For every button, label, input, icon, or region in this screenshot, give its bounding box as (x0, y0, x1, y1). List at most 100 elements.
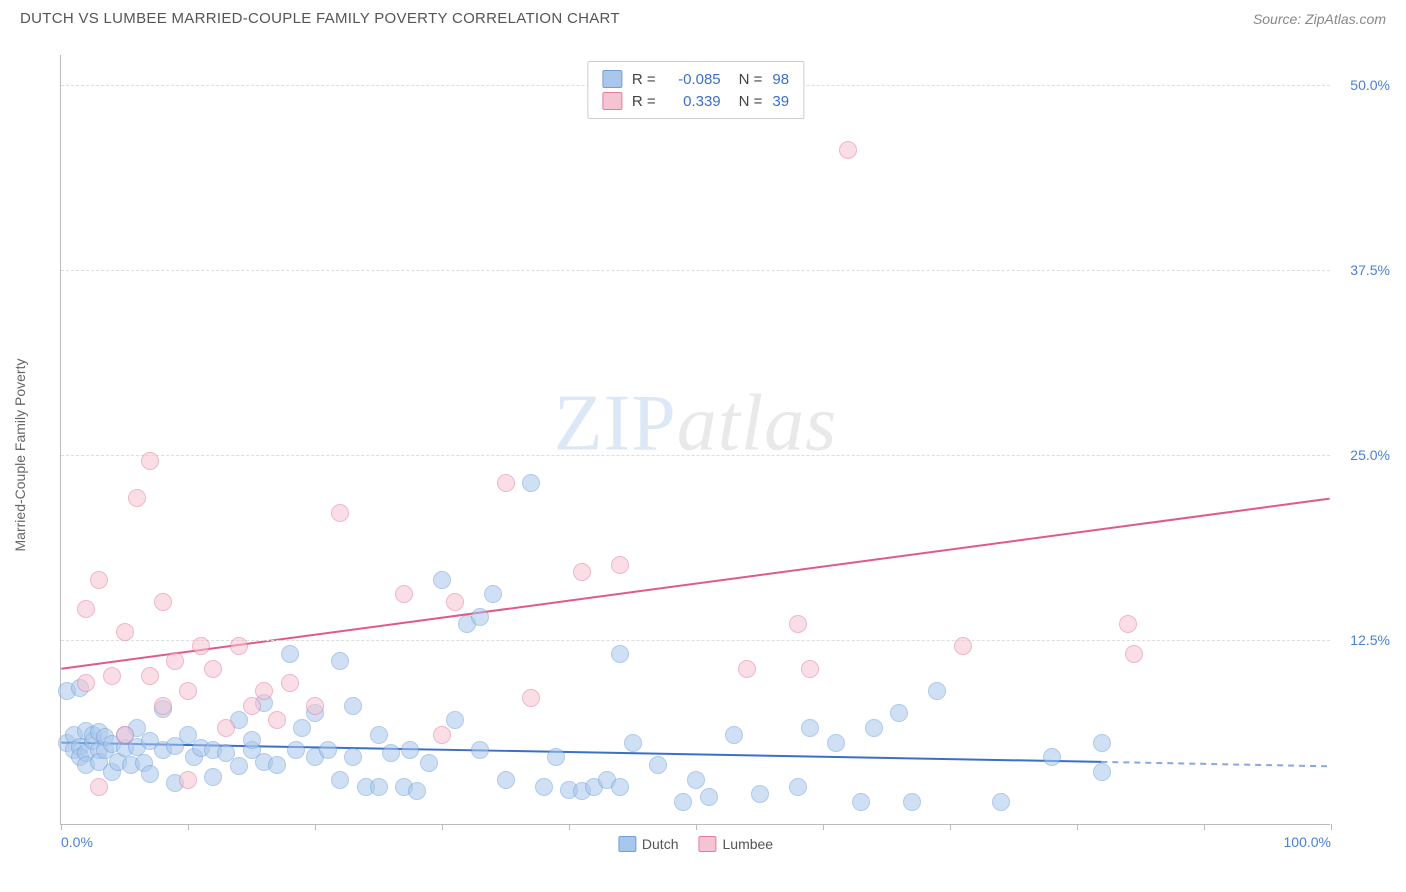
chart-container: Married-Couple Family Poverty ZIPatlas R… (50, 55, 1390, 855)
data-point (255, 682, 273, 700)
data-point (446, 593, 464, 611)
data-point (801, 719, 819, 737)
data-point (446, 711, 464, 729)
data-point (103, 667, 121, 685)
gridline (61, 640, 1330, 641)
gridline (61, 455, 1330, 456)
data-point (268, 756, 286, 774)
data-point (725, 726, 743, 744)
data-point (789, 615, 807, 633)
data-point (154, 697, 172, 715)
trend-line (61, 499, 1329, 669)
data-point (890, 704, 908, 722)
data-point (954, 637, 972, 655)
watermark: ZIPatlas (554, 379, 838, 470)
x-tick (188, 824, 189, 830)
data-point (573, 563, 591, 581)
data-point (243, 731, 261, 749)
x-tick (1204, 824, 1205, 830)
series-legend: Dutch Lumbee (618, 836, 773, 852)
x-tick (569, 824, 570, 830)
data-point (611, 778, 629, 796)
data-point (1093, 763, 1111, 781)
data-point (243, 697, 261, 715)
data-point (433, 571, 451, 589)
x-tick (950, 824, 951, 830)
data-point (90, 778, 108, 796)
data-point (281, 674, 299, 692)
data-point (839, 141, 857, 159)
legend-item: Lumbee (698, 836, 773, 852)
n-label: N = (739, 71, 763, 88)
r-label: R = (632, 71, 656, 88)
data-point (370, 726, 388, 744)
data-point (331, 771, 349, 789)
legend-row: R = 0.339 N = 39 (602, 90, 789, 112)
data-point (700, 788, 718, 806)
x-tick (61, 824, 62, 830)
data-point (344, 748, 362, 766)
data-point (928, 682, 946, 700)
data-point (293, 719, 311, 737)
data-point (484, 585, 502, 603)
data-point (370, 778, 388, 796)
n-label: N = (739, 93, 763, 110)
data-point (471, 741, 489, 759)
trend-line-extrapolated (1101, 762, 1329, 766)
data-point (281, 645, 299, 663)
y-tick-label: 12.5% (1335, 632, 1390, 648)
x-tick-label: 100.0% (1284, 834, 1331, 850)
data-point (547, 748, 565, 766)
data-point (433, 726, 451, 744)
data-point (992, 793, 1010, 811)
data-point (408, 782, 426, 800)
data-point (382, 744, 400, 762)
y-axis-label: Married-Couple Family Poverty (12, 359, 28, 552)
data-point (395, 585, 413, 603)
legend-item: Dutch (618, 836, 679, 852)
data-point (192, 637, 210, 655)
data-point (903, 793, 921, 811)
x-tick (696, 824, 697, 830)
data-point (789, 778, 807, 796)
data-point (624, 734, 642, 752)
x-tick-label: 0.0% (61, 834, 93, 850)
data-point (827, 734, 845, 752)
data-point (319, 741, 337, 759)
data-point (116, 623, 134, 641)
plot-area: ZIPatlas R = -0.085 N = 98 R = 0.339 N =… (60, 55, 1330, 825)
data-point (401, 741, 419, 759)
r-label: R = (632, 93, 656, 110)
x-tick (1077, 824, 1078, 830)
data-point (1119, 615, 1137, 633)
data-point (852, 793, 870, 811)
r-value: -0.085 (666, 71, 721, 88)
correlation-legend: R = -0.085 N = 98 R = 0.339 N = 39 (587, 61, 804, 119)
data-point (90, 571, 108, 589)
data-point (77, 600, 95, 618)
data-point (522, 689, 540, 707)
x-tick (823, 824, 824, 830)
data-point (1125, 645, 1143, 663)
legend-swatch (602, 70, 622, 88)
y-tick-label: 25.0% (1335, 447, 1390, 463)
data-point (204, 660, 222, 678)
data-point (268, 711, 286, 729)
y-tick-label: 50.0% (1335, 77, 1390, 93)
data-point (217, 719, 235, 737)
chart-source: Source: ZipAtlas.com (1253, 11, 1386, 27)
data-point (179, 682, 197, 700)
y-tick-label: 37.5% (1335, 262, 1390, 278)
data-point (674, 793, 692, 811)
legend-label: Lumbee (722, 836, 773, 852)
legend-swatch (618, 836, 636, 852)
x-tick (315, 824, 316, 830)
legend-label: Dutch (642, 836, 679, 852)
n-value: 39 (772, 93, 789, 110)
data-point (535, 778, 553, 796)
data-point (344, 697, 362, 715)
data-point (738, 660, 756, 678)
r-value: 0.339 (666, 93, 721, 110)
data-point (497, 771, 515, 789)
data-point (865, 719, 883, 737)
